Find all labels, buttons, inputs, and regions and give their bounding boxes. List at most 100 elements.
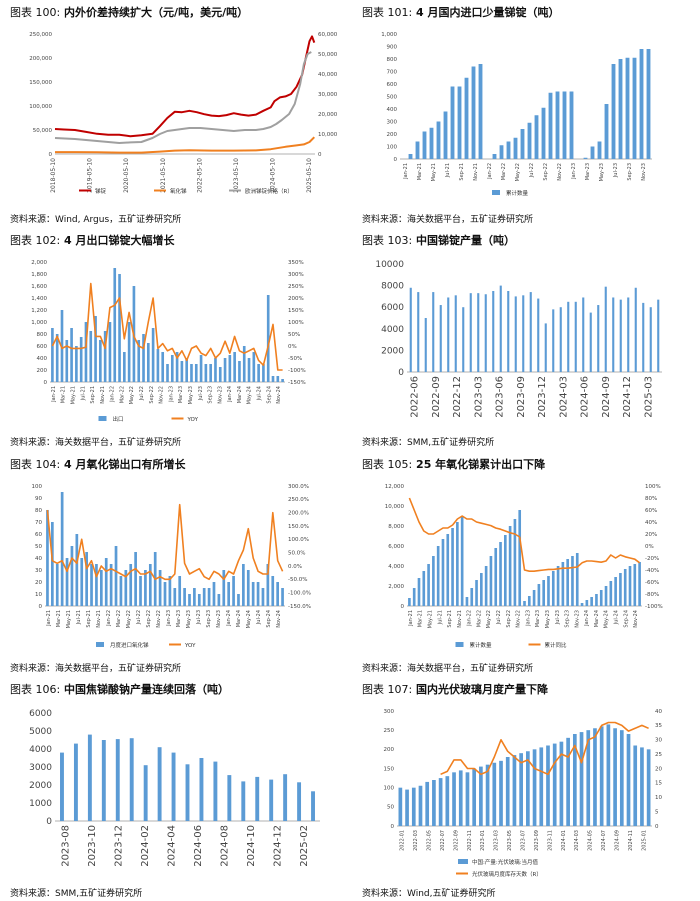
legend-swatch — [455, 642, 464, 647]
y-tick-label: 200 — [37, 368, 48, 374]
y-tick-label: 2000 — [29, 781, 52, 791]
bar — [492, 154, 497, 159]
x-tick-label: Nov-24 — [633, 610, 639, 628]
bar — [541, 107, 546, 159]
y2-tick-label: 150.0% — [288, 524, 309, 530]
y-tick-label: 0 — [394, 157, 398, 163]
y-tick-label: 4000 — [381, 325, 404, 335]
x-tick-label: Nov-24 — [276, 610, 282, 628]
figure-101: 图表 101: 4 月国内进口少量锑锭（吨） 0 100 200 300 400 500 6… — [362, 4, 692, 226]
bar — [657, 299, 660, 372]
y-tick-label: 100,000 — [29, 104, 52, 110]
x-tick-label: 2022-05 — [427, 830, 433, 851]
x-tick-label: 2023-07 — [521, 830, 527, 851]
bar — [173, 588, 177, 606]
bar — [454, 295, 457, 372]
bar — [583, 157, 588, 159]
x-tick-label: May-22 — [515, 163, 521, 181]
bar — [146, 343, 150, 382]
y-tick-label: 100 — [384, 786, 395, 792]
bar — [469, 293, 472, 372]
figure-105: 图表 105: 25 年氧化锑累计出口下降 0 2,000 4,000 6,000 8,… — [362, 456, 692, 674]
bar — [572, 734, 577, 826]
bar — [398, 787, 403, 826]
bar — [242, 346, 246, 382]
bar — [485, 764, 490, 826]
bar — [548, 92, 553, 159]
source-note: 资料来源：Wind,五矿证券研究所 — [362, 889, 496, 899]
x-tick-label: Nov-21 — [473, 163, 479, 181]
legend-swatch — [492, 190, 500, 195]
bar — [640, 747, 644, 826]
x-tick-label: 2024-03 — [574, 830, 580, 851]
bar — [252, 352, 256, 382]
y-tick-label: 0 — [49, 152, 53, 158]
bar — [619, 299, 622, 372]
y2-tick-label: 20 — [655, 766, 662, 772]
bar — [612, 297, 615, 372]
x-tick-label: May-24 — [247, 386, 253, 404]
x-tick-label: Jul-22 — [139, 386, 145, 401]
x-tick-label: May-24 — [604, 610, 610, 628]
bar — [445, 776, 450, 826]
series-line — [46, 503, 284, 581]
bar — [241, 781, 246, 821]
bar — [556, 566, 560, 606]
bar — [451, 528, 454, 606]
bar — [127, 322, 131, 382]
bar — [113, 268, 117, 382]
bar — [599, 590, 603, 606]
bar — [590, 146, 595, 159]
source-note: 资料来源：海关数据平台，五矿证券研究所 — [10, 664, 182, 674]
y2-tick-label: 0 — [655, 824, 659, 830]
x-tick-label: Jan-23 — [166, 610, 172, 627]
x-tick-label: 2024-02 — [140, 825, 151, 867]
bar — [633, 745, 638, 826]
source-note: 资料来源：海关数据平台，五矿证券研究所 — [362, 215, 534, 225]
bar — [60, 752, 64, 821]
x-tick-label: 2023-01 — [480, 830, 486, 851]
x-tick-label: Jul-22 — [496, 610, 502, 625]
x-tick-label: 2023-03 — [473, 376, 484, 418]
x-tick-label: Sep-21 — [447, 610, 453, 628]
figure-title: 图表 107: 国内光伏玻璃月度产量下降 — [362, 683, 549, 696]
x-tick-label: 2024-06 — [580, 376, 591, 418]
x-tick-label: Jan-24 — [227, 386, 233, 403]
bar — [465, 772, 470, 826]
x-tick-label: Sep-22 — [146, 610, 152, 628]
y-tick-label: 3000 — [29, 763, 52, 773]
bar — [281, 588, 284, 606]
x-tick-label: 2023-03 — [494, 830, 500, 851]
x-tick-label: Jul-24 — [614, 610, 620, 625]
bar — [55, 334, 59, 382]
bar — [415, 141, 420, 159]
x-tick-label: 2019-05-10 — [87, 158, 94, 193]
bar — [604, 586, 608, 606]
x-tick-label: 2023-05 — [507, 830, 513, 851]
bar — [255, 776, 260, 821]
x-tick-label: 2024-03 — [558, 376, 569, 418]
x-tick-label: Mar-24 — [237, 386, 243, 403]
x-tick-label: Jul-21 — [437, 610, 443, 625]
y-tick-label: 600 — [37, 344, 48, 350]
y2-tick-label: 10 — [655, 795, 662, 801]
legend-label: 累计数量 — [470, 641, 493, 649]
y2-tick-label: -100% — [288, 368, 306, 374]
bar — [156, 349, 160, 382]
chart-plot: 0 10 20 30 40 50 60 70 80 90 100 -150.0% -100.0% -50.… — [32, 484, 311, 649]
x-tick-label: Nov-22 — [159, 386, 165, 404]
bar — [178, 576, 182, 606]
x-tick-label: Jan-21 — [408, 610, 414, 627]
bar — [222, 570, 226, 606]
chart-plot: 0 100 200 300 400 500 600 700 800 900 1,000 Jan-21 M… — [381, 32, 652, 197]
bar — [283, 774, 288, 821]
x-tick-label: Jul-23 — [555, 610, 561, 625]
y-tick-label: 800 — [387, 57, 398, 63]
bar — [623, 569, 627, 606]
x-tick-label: 2023-09 — [534, 830, 540, 851]
y-tick-label: 4,000 — [388, 564, 404, 570]
y-tick-label: 4000 — [29, 745, 52, 755]
y2-tick-label: -50% — [288, 356, 302, 362]
bar — [311, 791, 315, 821]
bar — [143, 765, 148, 821]
